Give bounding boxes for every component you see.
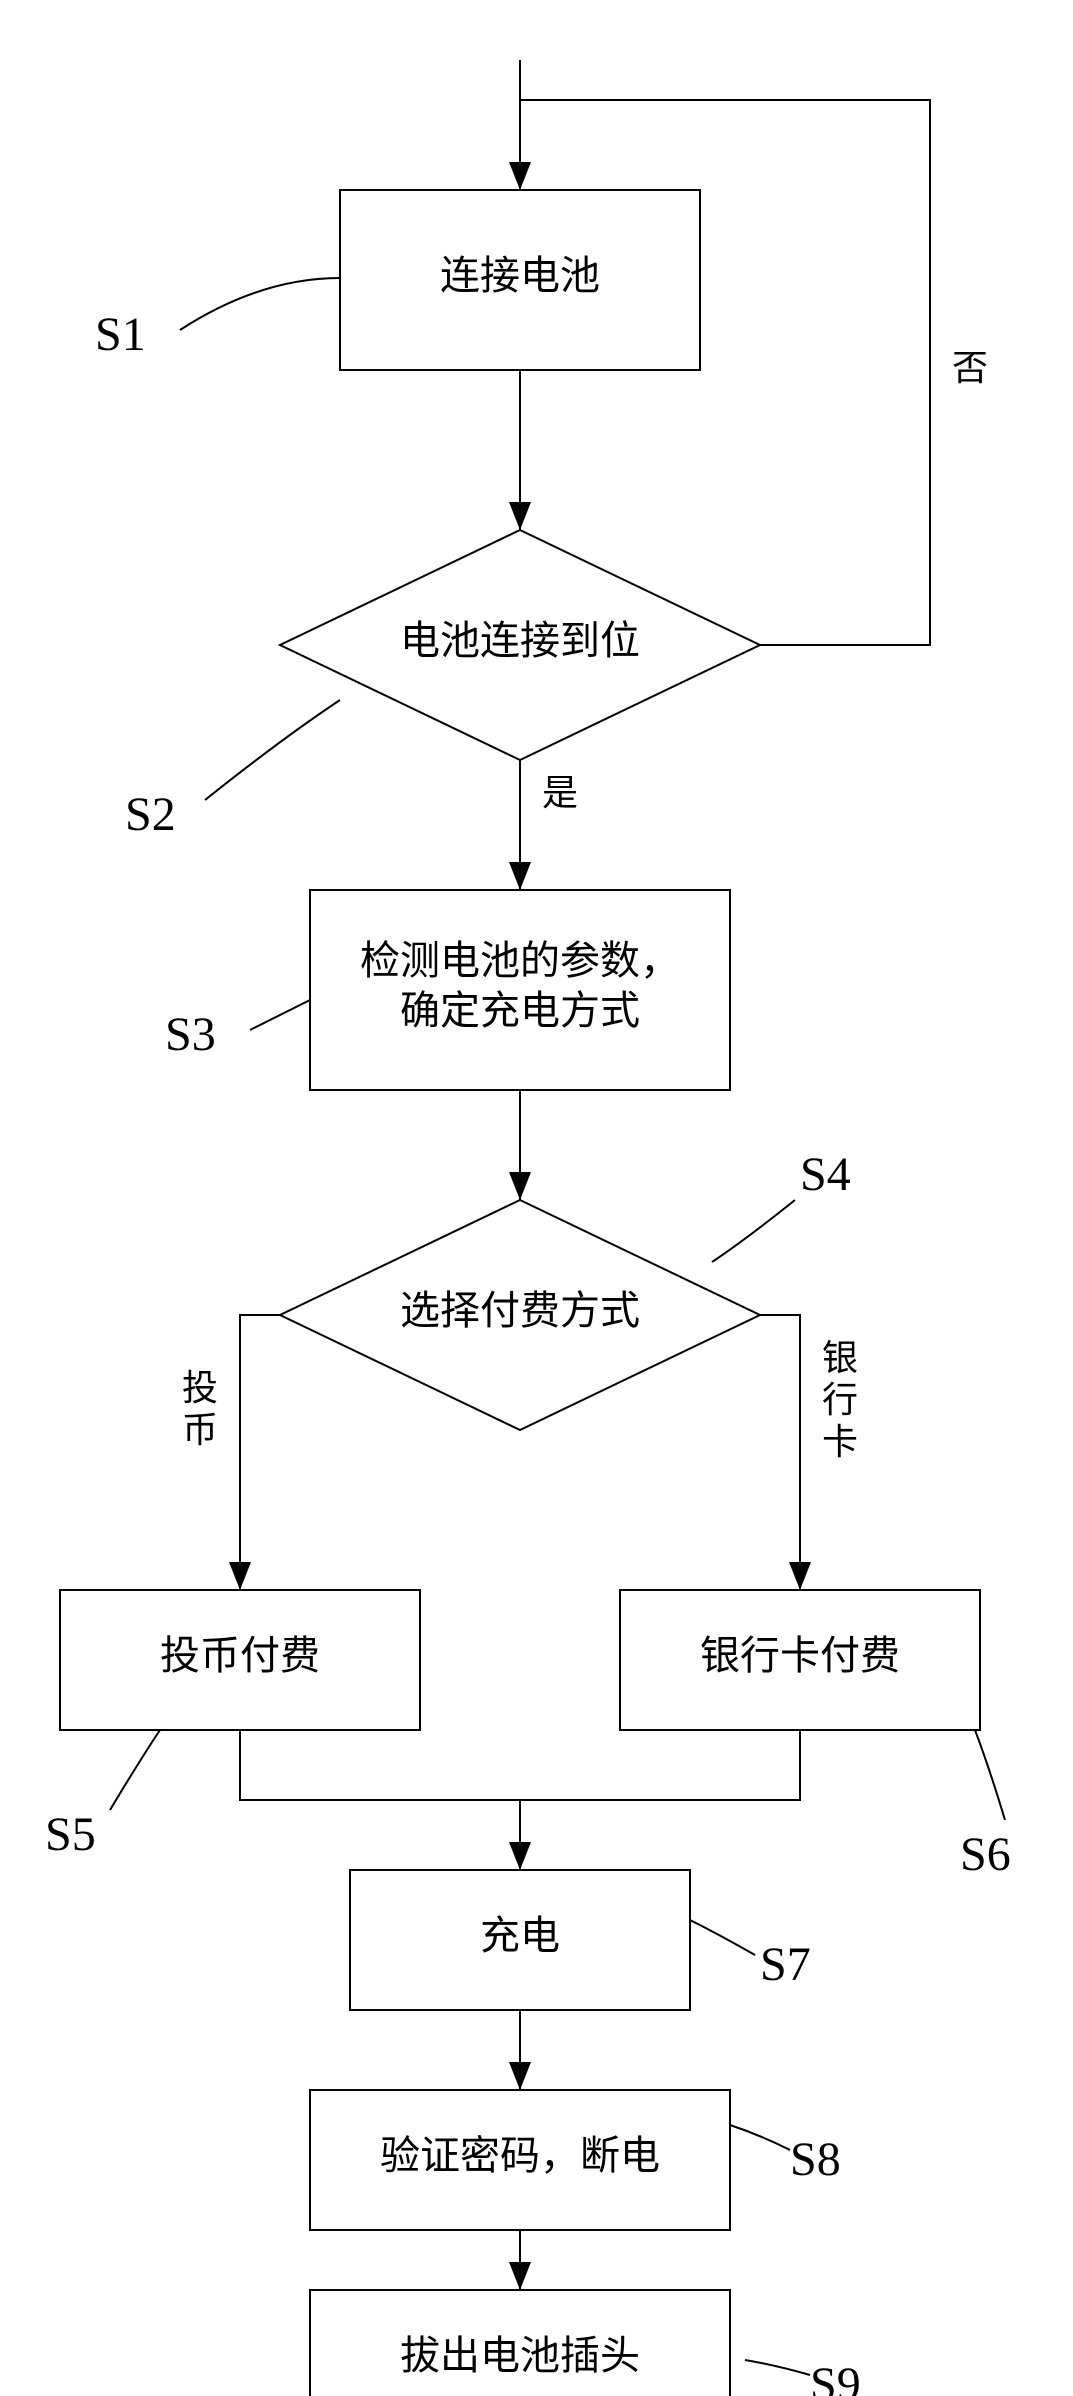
- node-n1-text: 连接电池: [440, 253, 600, 298]
- node-n9-text: 拔出电池插头: [400, 2333, 640, 2378]
- step-label-S2: S2: [125, 788, 176, 841]
- edge-5: [240, 1315, 280, 1590]
- node-n7-text: 充电: [480, 1913, 560, 1958]
- edge-6: [760, 1315, 800, 1590]
- node-n3-text: 检测电池的参数，: [360, 938, 680, 983]
- lead-S5: [110, 1730, 160, 1810]
- edge-label: 银: [822, 1338, 858, 1378]
- step-label-S9: S9: [810, 2358, 861, 2396]
- lead-S9: [745, 2360, 810, 2375]
- node-n8-text: 验证密码，断电: [380, 2133, 660, 2178]
- step-label-S8: S8: [790, 2133, 841, 2186]
- node-n4-text: 选择付费方式: [400, 1288, 640, 1333]
- step-label-S6: S6: [960, 1828, 1011, 1881]
- node-n3-text: 确定充电方式: [400, 988, 640, 1033]
- edge-label: 币: [182, 1410, 218, 1450]
- lead-S6: [975, 1730, 1005, 1820]
- lead-S2: [205, 700, 340, 800]
- step-label-S3: S3: [165, 1008, 216, 1061]
- node-n6-text: 银行卡付费: [700, 1633, 900, 1678]
- edge-7: [240, 1730, 800, 1800]
- edge-label: 行: [822, 1380, 858, 1420]
- lead-S1: [180, 278, 340, 330]
- edge-label: 否: [952, 348, 988, 388]
- edge-label: 卡: [822, 1422, 858, 1462]
- lead-S8: [730, 2125, 790, 2150]
- step-label-S4: S4: [800, 1148, 851, 1201]
- step-label-S5: S5: [45, 1808, 96, 1861]
- step-label-S7: S7: [760, 1938, 811, 1991]
- node-n2-text: 电池连接到位: [400, 618, 640, 663]
- edge-label: 是: [542, 773, 578, 813]
- lead-S4: [712, 1200, 795, 1262]
- edge-label: 投: [182, 1368, 218, 1408]
- flowchart-canvas: 是 否投币 银行卡 连接电池电池连接到位检测电池的参数， 确定充电方式选择付费方式投币付…: [0, 0, 1073, 2396]
- lead-S3: [250, 1000, 310, 1030]
- node-n5-text: 投币付费: [160, 1633, 320, 1678]
- lead-S7: [690, 1920, 755, 1955]
- step-label-S1: S1: [95, 308, 146, 361]
